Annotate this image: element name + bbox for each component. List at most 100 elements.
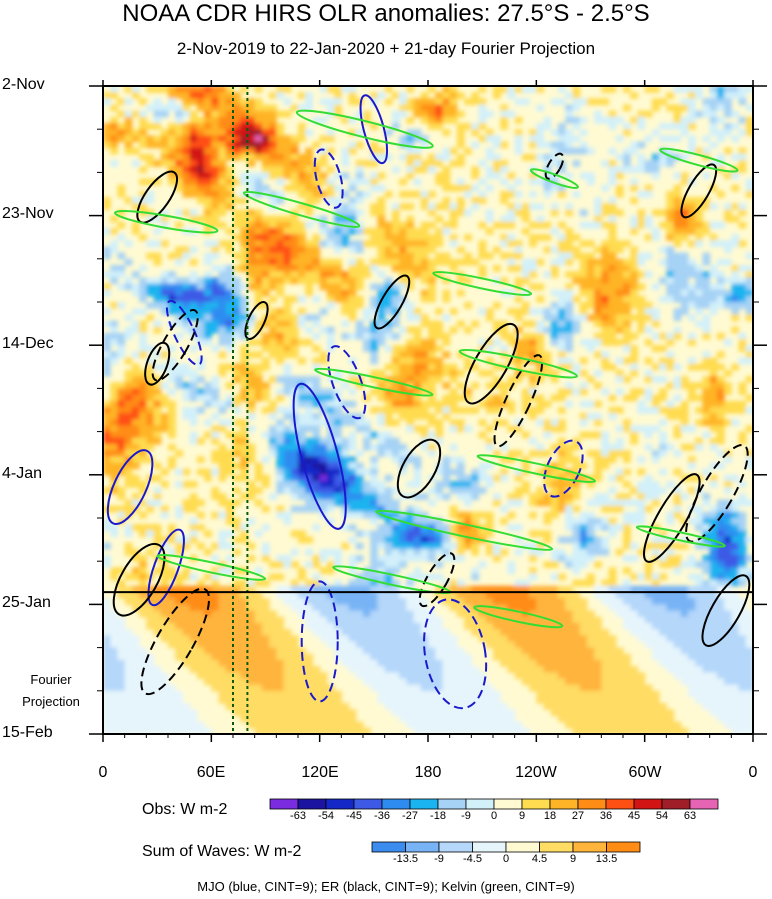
heat-cell: [363, 240, 371, 248]
heat-cell: [261, 160, 270, 167]
heat-cell: [709, 92, 718, 99]
heat-cell: [261, 116, 270, 124]
heat-cell: [153, 622, 162, 630]
heat-cell: [428, 647, 436, 655]
heat-cell: [283, 86, 292, 93]
heat-cell: [579, 116, 588, 124]
heat-cell: [615, 172, 624, 180]
heat-cell: [341, 542, 350, 550]
heat-cell: [240, 641, 249, 649]
heat-cell: [168, 456, 176, 464]
heat-cell: [146, 443, 155, 451]
heat-cell: [290, 135, 299, 143]
heat-cell: [240, 314, 249, 322]
heat-cell: [644, 215, 653, 223]
heat-cell: [189, 302, 198, 309]
heat-cell: [261, 388, 270, 396]
heat-cell: [608, 240, 617, 248]
heat-cell: [334, 234, 342, 241]
heat-cell: [370, 388, 379, 396]
heat-cell: [204, 252, 212, 260]
heat-cell: [139, 153, 147, 161]
heat-cell: [384, 431, 393, 439]
heat-cell: [326, 302, 335, 309]
heat-cell: [630, 221, 639, 229]
heat-cell: [269, 252, 277, 260]
heat-cell: [608, 339, 617, 346]
heat-cell: [261, 604, 270, 612]
heat-cell: [630, 314, 639, 322]
heat-cell: [630, 264, 639, 272]
heat-cell: [240, 234, 249, 241]
heat-cell: [182, 295, 191, 303]
heat-cell: [370, 264, 379, 272]
heat-cell: [326, 487, 335, 494]
heat-cell: [182, 141, 191, 149]
heat-cell: [298, 505, 306, 513]
heat-cell: [218, 339, 227, 346]
heat-cell: [651, 172, 660, 180]
heat-cell: [254, 227, 263, 235]
heat-cell: [666, 616, 675, 624]
heat-cell: [406, 314, 415, 322]
heat-cell: [225, 172, 234, 180]
heat-cell: [738, 629, 747, 636]
heat-cell: [240, 604, 249, 612]
heat-cell: [247, 382, 256, 389]
heat-cell: [594, 493, 602, 501]
heat-cell: [204, 104, 212, 112]
heat-cell: [290, 585, 299, 593]
heat-cell: [283, 227, 292, 235]
heat-cell: [110, 431, 119, 439]
heat-cell: [543, 474, 552, 482]
heat-cell: [124, 376, 133, 383]
heat-cell: [211, 92, 220, 99]
heat-cell: [168, 592, 176, 599]
heat-cell: [399, 511, 407, 519]
heat-cell: [305, 98, 314, 106]
heat-cell: [261, 332, 270, 340]
heat-cell: [680, 629, 689, 636]
heat-cell: [399, 561, 407, 568]
heat-cell: [319, 98, 328, 106]
heat-cell: [312, 487, 321, 494]
heat-cell: [225, 635, 234, 643]
heat-cell: [182, 369, 191, 377]
heat-cell: [370, 345, 379, 352]
heat-cell: [247, 425, 256, 433]
heat-cell: [131, 289, 140, 297]
heat-cell: [435, 573, 444, 581]
heat-cell: [348, 314, 357, 322]
heat-cell: [240, 308, 249, 315]
heat-cell: [240, 598, 249, 605]
heat-cell: [168, 536, 176, 544]
heat-cell: [225, 585, 234, 593]
heat-cell: [550, 246, 559, 254]
heat-cell: [550, 585, 559, 593]
heat-cell: [738, 406, 747, 414]
heat-cell: [709, 505, 718, 513]
heat-cell: [254, 629, 263, 636]
heat-cell: [731, 561, 740, 568]
heat-cell: [500, 456, 509, 464]
heat-cell: [507, 86, 516, 93]
heat-cell: [420, 203, 429, 211]
heat-cell: [420, 104, 429, 112]
heat-cell: [558, 357, 566, 365]
heat-cell: [716, 437, 725, 445]
heat-cell: [211, 283, 220, 291]
heat-cell: [247, 480, 256, 488]
heat-cell: [413, 382, 422, 389]
heat-cell: [305, 289, 314, 297]
heat-cell: [644, 221, 653, 229]
heat-cell: [738, 295, 747, 303]
heat-cell: [233, 406, 241, 414]
heat-cell: [558, 135, 566, 143]
heat-cell: [456, 197, 465, 204]
heat-cell: [189, 653, 198, 661]
heat-cell: [478, 604, 487, 612]
heat-cell: [283, 314, 292, 322]
heat-cell: [615, 308, 624, 315]
heat-cell: [110, 567, 119, 575]
heat-cell: [500, 160, 509, 167]
